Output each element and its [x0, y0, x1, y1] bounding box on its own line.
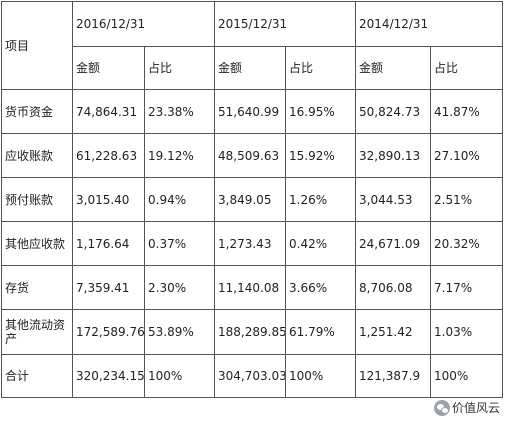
cell-ratio-2016: 0.94%	[143, 177, 216, 222]
cell-amount-2015: 51,640.99	[214, 89, 287, 134]
cell-ratio-2016: 100%	[143, 354, 216, 398]
ratio-header: 占比	[430, 46, 504, 90]
cell-amount-2015: 3,849.05	[214, 177, 287, 222]
table-row: 存货 7,359.41 2.30% 11,140.08 3.66% 8,706.…	[1, 265, 504, 310]
cell-amount-2016: 172,589.76	[72, 309, 145, 355]
cell-ratio-2014: 7.17%	[430, 265, 504, 310]
cell-amount-2015: 11,140.08	[214, 265, 287, 310]
year-header-2016: 2016/12/31	[71, 1, 216, 47]
total-row: 合计 320,234.15 100% 304,703.03 100% 121,3…	[1, 354, 504, 398]
cell-ratio-2015: 1.26%	[285, 177, 357, 222]
ratio-header: 占比	[143, 46, 216, 90]
cell-ratio-2015: 3.66%	[285, 265, 357, 310]
amount-header: 金额	[72, 46, 145, 90]
cell-amount-2015: 1,273.43	[214, 221, 287, 266]
row-item: 存货	[1, 265, 73, 310]
cell-amount-2015: 188,289.85	[214, 309, 287, 355]
cell-amount-2016: 74,864.31	[72, 89, 145, 134]
table-row: 其他流动资产 172,589.76 53.89% 188,289.85 61.7…	[1, 309, 504, 355]
cell-ratio-2016: 53.89%	[143, 309, 216, 355]
row-item: 其他应收款	[1, 221, 73, 266]
cell-ratio-2014: 41.87%	[430, 89, 504, 134]
cell-amount-2014: 3,044.53	[355, 177, 432, 222]
cell-amount-2014: 24,671.09	[355, 221, 432, 266]
cell-ratio-2014: 2.51%	[430, 177, 504, 222]
cell-ratio-2014: 20.32%	[430, 221, 504, 266]
cell-amount-2015: 304,703.03	[214, 354, 287, 398]
header-row-subcolumns: 金额 占比 金额 占比 金额 占比	[2, 46, 504, 90]
chat-bubble-icon	[433, 399, 450, 416]
amount-header: 金额	[355, 46, 432, 90]
cell-ratio-2016: 23.38%	[143, 89, 216, 134]
ratio-header: 占比	[285, 46, 357, 90]
cell-ratio-2015: 15.92%	[285, 133, 357, 178]
cell-amount-2014: 121,387.9	[355, 354, 432, 398]
cell-ratio-2015: 16.95%	[285, 89, 357, 134]
table-row: 预付账款 3,015.40 0.94% 3,849.05 1.26% 3,044…	[1, 177, 504, 222]
cell-ratio-2016: 0.37%	[143, 221, 216, 266]
row-item: 合计	[1, 354, 73, 398]
cell-amount-2014: 8,706.08	[355, 265, 432, 310]
cell-amount-2016: 7,359.41	[72, 265, 145, 310]
amount-header: 金额	[214, 46, 287, 90]
cell-ratio-2014: 27.10%	[430, 133, 504, 178]
row-item: 应收账款	[1, 133, 73, 178]
cell-ratio-2014: 100%	[430, 354, 504, 398]
table-row: 其他应收款 1,176.64 0.37% 1,273.43 0.42% 24,6…	[1, 221, 504, 266]
cell-ratio-2015: 0.42%	[285, 221, 357, 266]
watermark: 价值风云	[433, 399, 500, 416]
cell-amount-2014: 32,890.13	[355, 133, 432, 178]
cell-amount-2015: 48,509.63	[214, 133, 287, 178]
row-item: 预付账款	[1, 177, 73, 222]
row-item: 其他流动资产	[1, 309, 73, 355]
cell-ratio-2014: 1.03%	[430, 309, 504, 355]
watermark-text: 价值风云	[451, 401, 500, 415]
cell-amount-2016: 61,228.63	[72, 133, 145, 178]
item-header: 项目	[1, 1, 73, 90]
year-header-2015: 2015/12/31	[214, 1, 357, 47]
cell-amount-2016: 320,234.15	[72, 354, 145, 398]
row-item: 货币资金	[1, 89, 73, 134]
table-row: 应收账款 61,228.63 19.12% 48,509.63 15.92% 3…	[1, 133, 504, 178]
cell-amount-2016: 3,015.40	[72, 177, 145, 222]
table-row: 货币资金 74,864.31 23.38% 51,640.99 16.95% 5…	[1, 89, 504, 134]
financial-table: 项目 2016/12/31 2015/12/31 2014/12/31 金额 占…	[1, 1, 504, 398]
cell-ratio-2016: 19.12%	[143, 133, 216, 178]
year-header-2014: 2014/12/31	[355, 1, 504, 47]
cell-ratio-2015: 100%	[285, 354, 357, 398]
cell-ratio-2016: 2.30%	[143, 265, 216, 310]
cell-ratio-2015: 61.79%	[285, 309, 357, 355]
header-row-years: 项目 2016/12/31 2015/12/31 2014/12/31	[1, 1, 504, 90]
cell-amount-2016: 1,176.64	[72, 221, 145, 266]
cell-amount-2014: 50,824.73	[355, 89, 432, 134]
cell-amount-2014: 1,251.42	[355, 309, 432, 355]
